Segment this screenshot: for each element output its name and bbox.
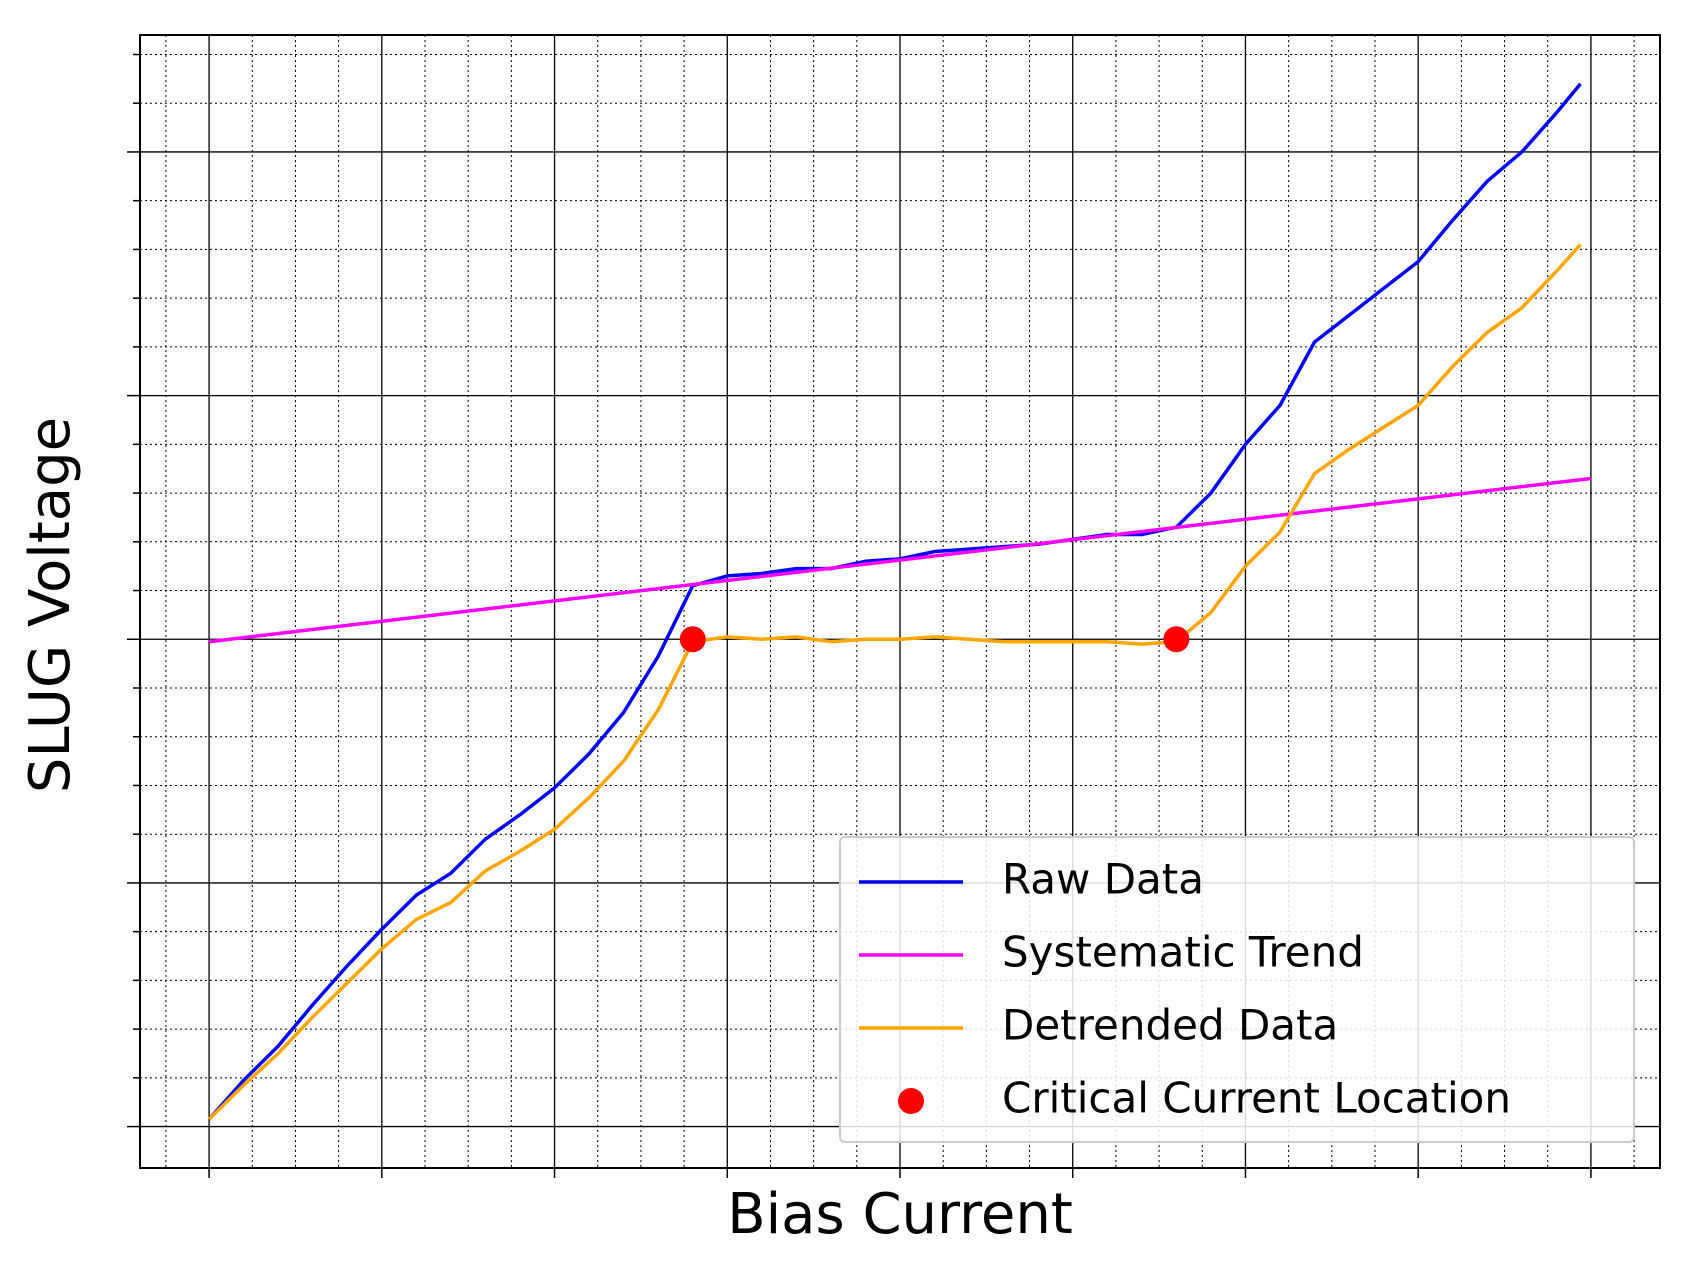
legend-box	[839, 836, 1635, 1143]
legend: Raw Data Systematic Trend Detrended Data Cr…	[839, 836, 1635, 1143]
legend-marker	[898, 1088, 924, 1114]
legend-label: Critical Current Location	[1002, 1074, 1511, 1123]
x-axis-label: Bias Current	[727, 1182, 1073, 1247]
critical-point	[1163, 626, 1190, 653]
legend-label: Systematic Trend	[1002, 928, 1364, 977]
legend-label: Raw Data	[1002, 855, 1204, 904]
series-line	[208, 476, 1592, 644]
series-line	[207, 243, 1582, 1121]
legend-label: Detrended Data	[1002, 1001, 1338, 1050]
critical-point	[679, 626, 706, 653]
plot-frame	[139, 34, 1661, 1169]
y-axis-label: SLUG Voltage	[18, 417, 83, 793]
